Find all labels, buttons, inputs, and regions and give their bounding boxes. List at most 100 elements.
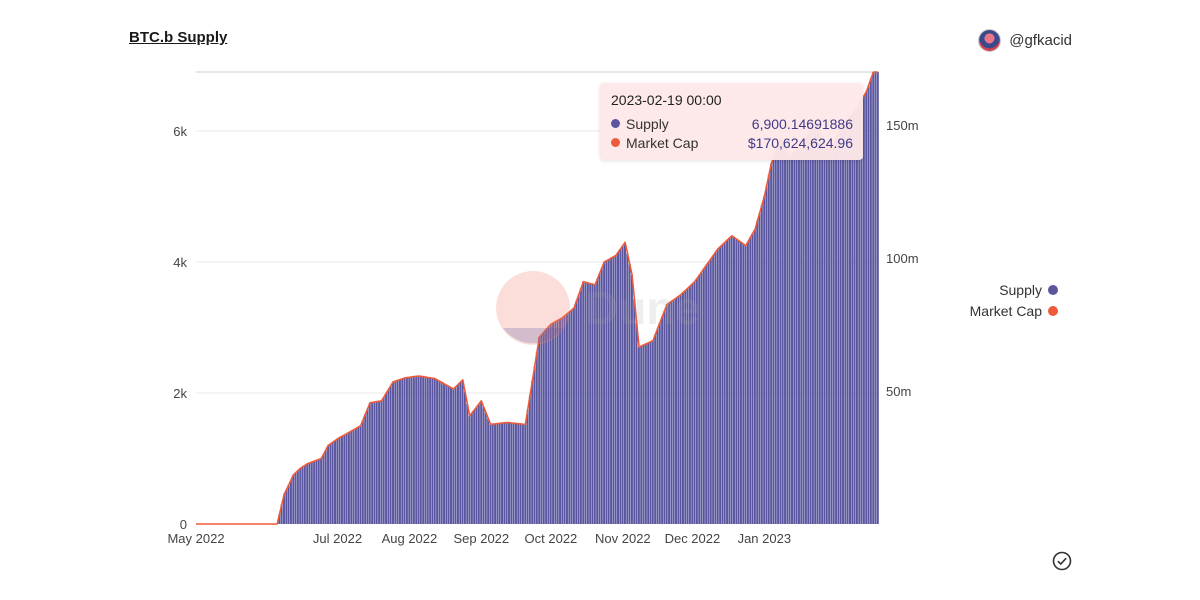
x-tick-label: Jul 2022 [313,531,362,546]
supply-bar [357,427,360,524]
supply-bar [830,146,833,524]
supply-bar [684,290,687,524]
x-tick-label: Aug 2022 [382,531,438,546]
supply-bar [352,429,355,524]
legend-item-market-cap[interactable]: Market Cap [970,300,1058,321]
author-handle: @gfkacid [1009,32,1072,49]
supply-bar [788,157,791,524]
legend-item-supply[interactable]: Supply [970,279,1058,300]
supply-bar [635,323,638,524]
supply-bar [450,387,452,524]
supply-bar [726,240,729,525]
supply-bar [371,402,374,524]
supply-bar [619,248,622,524]
supply-bar [807,134,810,525]
supply-bar [603,261,606,524]
chart-title[interactable]: BTC.b Supply [129,29,228,46]
supply-bar [361,420,364,524]
supply-bar [317,459,320,524]
supply-bar [296,470,299,524]
supply-bar [412,376,415,524]
supply-bar [470,412,473,524]
supply-bar [767,174,770,524]
supply-bar [811,127,814,525]
supply-bar [814,124,817,525]
supply-bar [373,402,376,524]
supply-bar [303,465,306,524]
supply-bar [844,121,847,524]
supply-bar [340,436,343,524]
supply-bar [828,150,831,524]
supply-bar [800,144,803,524]
supply-bar [818,133,821,525]
supply-bar [765,185,768,524]
supply-bar [289,479,292,524]
supply-bar [707,261,710,524]
supply-bar [781,142,784,524]
supply-bar [554,321,557,524]
supply-bar [419,376,422,524]
supply-bar [401,378,404,524]
check-circle-icon[interactable] [1052,551,1072,571]
supply-bar [282,494,285,524]
supply-bar [679,294,682,524]
supply-bar [737,240,740,524]
supply-bar [431,378,434,524]
supply-bar [426,377,429,524]
supply-bar [668,302,671,524]
supply-bar [287,484,290,524]
supply-bar [661,316,664,524]
supply-bar [382,397,385,524]
supply-bar [751,233,754,525]
supply-bar [719,246,722,525]
market-cap-legend-dot [1048,305,1058,316]
supply-bar [540,334,543,524]
supply-bar [466,403,469,524]
supply-bar [417,375,420,524]
supply-bar [837,133,840,525]
supply-dot [611,119,620,128]
supply-bar [415,376,418,524]
supply-bar [380,400,383,524]
supply-bar [582,281,585,524]
supply-bar [742,243,745,524]
supply-bar [825,146,828,524]
supply-bar [398,379,401,524]
supply-bar [528,395,531,524]
supply-bar [524,424,527,524]
supply-legend-dot [1048,284,1058,295]
supply-bar [607,259,610,524]
author-avatar [978,29,1002,52]
supply-bar [777,144,780,524]
supply-bar [753,229,756,524]
supply-bar [610,258,613,524]
supply-bar [375,401,378,524]
supply-bar [338,437,341,524]
supply-bar [570,309,573,524]
supply-bar [392,381,394,524]
supply-bar [846,119,849,524]
supply-bar [644,343,647,524]
author-badge[interactable]: @gfkacid [978,29,1072,52]
supply-bar [308,462,311,524]
supply-bar [315,460,318,524]
supply-bar [385,393,388,524]
x-tick-label: May 2022 [167,531,224,546]
supply-bar [559,318,562,524]
supply-bar [797,146,800,524]
supply-bar [556,320,559,524]
supply-bar [533,366,536,524]
supply-bar [410,376,413,524]
supply-bar [623,242,626,524]
supply-bar [519,423,522,524]
supply-bar [310,461,313,524]
supply-bar [665,304,668,524]
supply-bar [285,489,288,524]
x-tick-label: Jan 2023 [738,531,792,546]
supply-bar [345,433,348,524]
supply-bar [675,298,677,524]
supply-bar [793,151,796,525]
supply-bar [447,386,450,524]
supply-bar [475,406,478,524]
